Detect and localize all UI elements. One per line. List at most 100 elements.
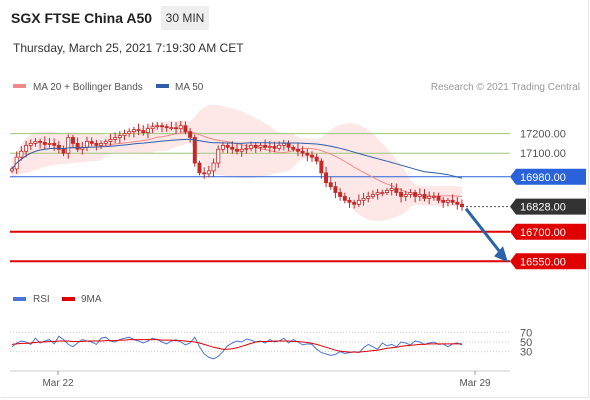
candle-body bbox=[42, 142, 47, 145]
candle-body bbox=[352, 201, 357, 205]
candle-body bbox=[103, 141, 108, 144]
rsi-legend-label: RSI bbox=[33, 294, 50, 305]
candle-body bbox=[47, 142, 52, 145]
candle-body bbox=[66, 137, 71, 154]
candle bbox=[455, 197, 460, 210]
candle-body bbox=[445, 199, 450, 203]
candle-body bbox=[9, 168, 14, 172]
chart-datetime: Thursday, March 25, 2021 7:19:30 AM CET bbox=[13, 41, 244, 55]
candle-body bbox=[459, 203, 464, 208]
timeframe-badge[interactable]: 30 MIN bbox=[161, 6, 209, 30]
candle-body bbox=[220, 144, 225, 150]
candle-body bbox=[305, 152, 310, 156]
candle-body bbox=[183, 125, 188, 133]
candle bbox=[66, 134, 71, 159]
candle bbox=[70, 134, 75, 148]
candle-body bbox=[188, 131, 193, 138]
candle bbox=[9, 166, 14, 174]
support-level-tag: 16550.00 bbox=[510, 253, 586, 270]
candle-body bbox=[33, 141, 38, 144]
candle-body bbox=[342, 196, 347, 201]
candle bbox=[258, 142, 263, 152]
candle-body bbox=[122, 133, 127, 136]
candle-body bbox=[417, 194, 422, 197]
candle-body bbox=[380, 192, 385, 194]
candle-body bbox=[52, 142, 57, 146]
candle bbox=[103, 139, 108, 146]
candle bbox=[155, 121, 160, 130]
candle-body bbox=[239, 148, 244, 152]
candle bbox=[291, 144, 296, 152]
candle-body bbox=[169, 127, 174, 130]
level-tag-bg bbox=[510, 253, 586, 270]
candle-body bbox=[159, 125, 164, 128]
candle-body bbox=[225, 144, 230, 148]
candle-body bbox=[174, 127, 179, 130]
candle-body bbox=[206, 170, 211, 175]
candle bbox=[305, 148, 310, 162]
candle bbox=[356, 194, 361, 208]
last-level-tag: 16828.00 bbox=[510, 198, 586, 215]
candle bbox=[145, 123, 150, 139]
candle-body bbox=[300, 150, 305, 154]
candle-body bbox=[136, 129, 141, 132]
candle-body bbox=[141, 130, 146, 133]
candle-body bbox=[131, 129, 136, 133]
candle-body bbox=[178, 125, 183, 130]
candle-body bbox=[291, 146, 296, 150]
candle-body bbox=[403, 194, 408, 197]
candle bbox=[375, 188, 380, 200]
candle bbox=[422, 188, 427, 202]
candle bbox=[244, 143, 249, 154]
candle bbox=[324, 166, 329, 188]
candle-body bbox=[277, 144, 282, 149]
candle-body bbox=[441, 199, 446, 203]
ma50-legend-label: MA 50 bbox=[175, 82, 204, 93]
candle-body bbox=[253, 144, 258, 148]
bollinger-legend-swatch bbox=[13, 84, 26, 88]
candle bbox=[89, 137, 94, 146]
candle bbox=[450, 194, 455, 206]
level-tag-label: 16700.00 bbox=[520, 227, 566, 239]
level-tag-bg bbox=[510, 198, 586, 215]
candle-body bbox=[370, 194, 375, 197]
candle-body bbox=[234, 148, 239, 152]
candle-body bbox=[375, 192, 380, 195]
candle bbox=[117, 131, 122, 144]
candle-body bbox=[38, 141, 43, 143]
candle bbox=[24, 140, 29, 158]
candle-body bbox=[197, 162, 202, 174]
rsi-ma-legend-label: 9MA bbox=[81, 294, 102, 305]
forecast-arrow-head bbox=[494, 246, 508, 263]
support-level-tag: 16700.00 bbox=[510, 223, 586, 240]
pivot-level-tag: 16980.00 bbox=[510, 168, 586, 185]
candle bbox=[150, 122, 155, 133]
candle-body bbox=[127, 131, 132, 134]
candle-body bbox=[399, 192, 404, 197]
candle-body bbox=[431, 196, 436, 198]
candle-body bbox=[244, 147, 249, 150]
candle bbox=[113, 132, 118, 143]
candle-body bbox=[267, 145, 272, 148]
candle-body bbox=[338, 192, 343, 197]
candle-body bbox=[436, 196, 441, 201]
candle-body bbox=[75, 142, 80, 150]
candle bbox=[413, 189, 418, 203]
candle-body bbox=[319, 160, 324, 174]
candle bbox=[389, 182, 394, 196]
candle-body bbox=[113, 137, 118, 140]
candle bbox=[384, 188, 389, 195]
candle bbox=[127, 128, 132, 137]
candle-body bbox=[202, 172, 207, 175]
level-tag-label: 17100.00 bbox=[520, 148, 566, 160]
candle bbox=[300, 146, 305, 157]
candle bbox=[136, 123, 141, 136]
candle bbox=[366, 191, 371, 203]
candle-body bbox=[230, 146, 235, 150]
level-tag-label: 16980.00 bbox=[520, 172, 566, 184]
rsi-legend-swatch bbox=[13, 297, 26, 301]
candle bbox=[38, 138, 43, 149]
candle bbox=[202, 167, 207, 179]
